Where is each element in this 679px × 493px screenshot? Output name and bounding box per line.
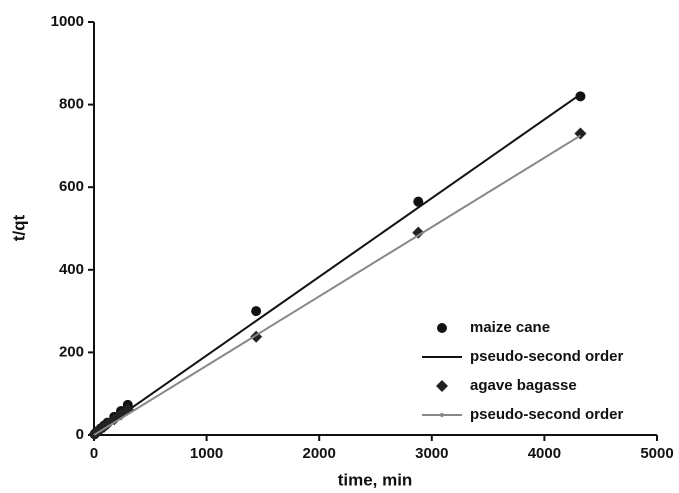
y-tick-label: 400 bbox=[59, 261, 84, 278]
point bbox=[412, 226, 425, 239]
point bbox=[251, 306, 262, 317]
x-tick-label: 3000 bbox=[415, 445, 448, 462]
x-tick-label: 0 bbox=[90, 445, 98, 462]
point bbox=[440, 413, 444, 417]
y-tick-label: 0 bbox=[76, 426, 84, 443]
x-tick-label: 2000 bbox=[303, 445, 336, 462]
fit-line bbox=[93, 93, 582, 435]
x-tick-label: 5000 bbox=[640, 445, 673, 462]
y-tick-label: 200 bbox=[59, 343, 84, 360]
point bbox=[437, 323, 447, 333]
legend-label: maize cane bbox=[470, 319, 550, 336]
legend-label: agave bagasse bbox=[470, 377, 577, 394]
y-tick-label: 1000 bbox=[51, 13, 84, 30]
x-axis-label: time, min bbox=[338, 470, 413, 489]
y-tick-label: 800 bbox=[59, 96, 84, 113]
x-tick-label: 1000 bbox=[190, 445, 223, 462]
point bbox=[575, 91, 586, 102]
legend-label: pseudo-second order bbox=[470, 348, 624, 365]
y-tick-label: 600 bbox=[59, 178, 84, 195]
y-axis-label: t/qt bbox=[9, 214, 28, 241]
x-tick-label: 4000 bbox=[528, 445, 561, 462]
point bbox=[413, 196, 424, 207]
legend-label: pseudo-second order bbox=[470, 406, 624, 423]
point bbox=[436, 380, 448, 392]
fit-line bbox=[93, 134, 581, 436]
